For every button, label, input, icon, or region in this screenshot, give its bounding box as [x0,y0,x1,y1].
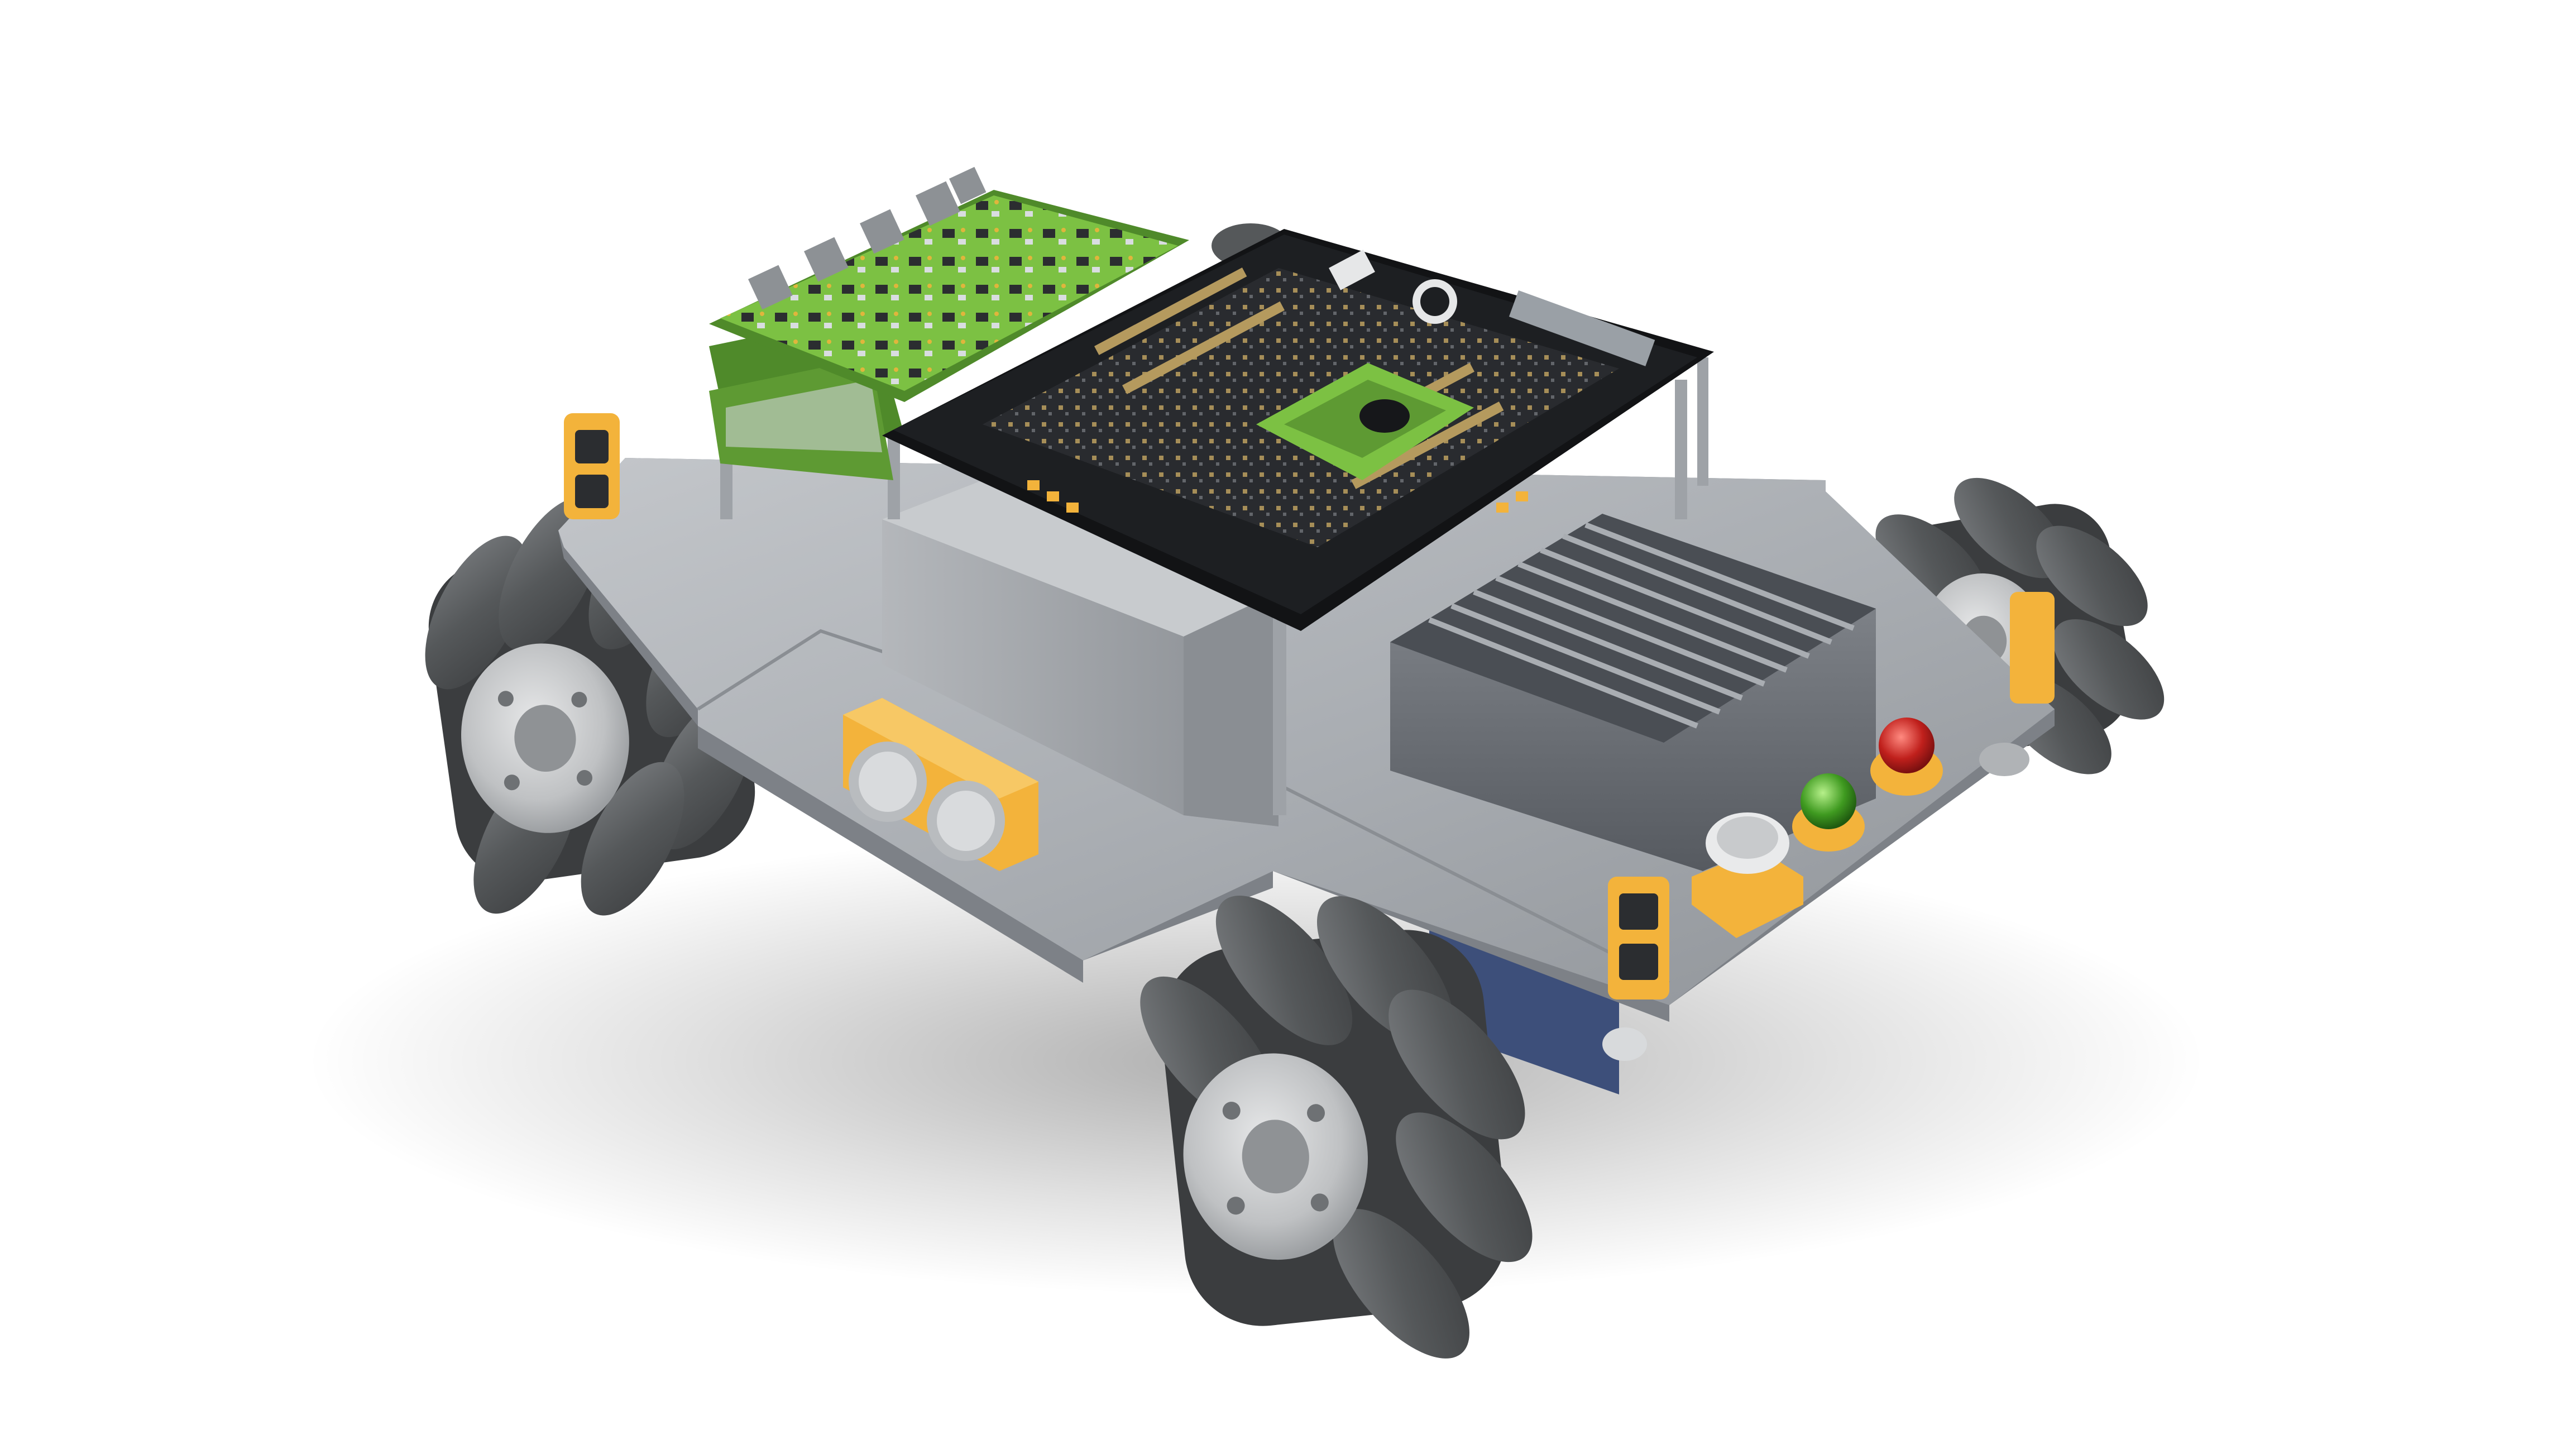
distance-sensor [2010,592,2055,704]
motor-driver-board [709,166,1189,402]
standoffs [720,357,1708,815]
led-indicator-icon [1870,718,1943,796]
main-controller-board [882,229,1714,631]
joystick-knob [1359,399,1410,433]
microphone-icon [1692,812,1803,938]
mecanum-wheel-icon [1140,895,1533,1359]
led-indicator-icon [1792,773,1865,852]
ultrasonic-sensor-icon [843,698,1038,871]
caster-wheel [1602,743,2029,1061]
distance-sensor [1608,877,1669,1000]
heatsink-icon [1390,514,1876,871]
distance-sensor [564,413,620,519]
